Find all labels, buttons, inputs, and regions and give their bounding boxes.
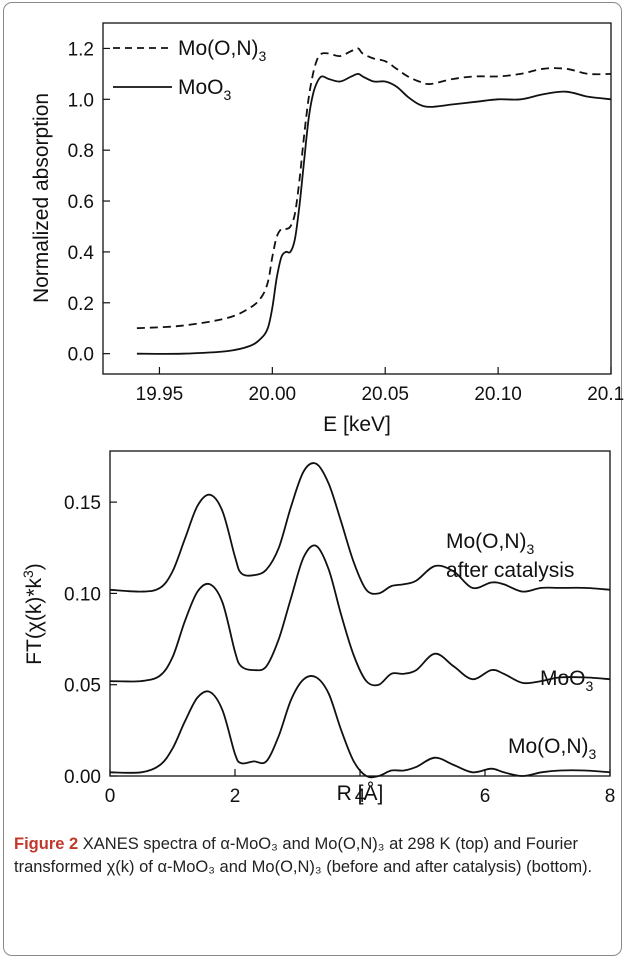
ft-y-tick-label: 0.15 — [64, 493, 101, 514]
xanes-y-axis-label: Normalized absorption — [30, 93, 53, 303]
legend-label-moo3: MoO3 — [178, 76, 232, 103]
figure-caption: Figure 2 XANES spectra of α-MoO₃ and Mo(… — [14, 833, 612, 879]
xanes-y-tick-label: 0.4 — [68, 243, 95, 264]
ft-y-tick-label: 0.00 — [64, 767, 101, 788]
ft-y-axis-label: FT(χ(k)*k3) — [20, 563, 46, 665]
annotation-moo3: MoO3 — [540, 667, 594, 694]
ft-x-tick-label: 2 — [230, 786, 241, 807]
ft-x-tick-label: 0 — [105, 786, 116, 807]
ft-y-tick-label: 0.05 — [64, 676, 101, 697]
ft-x-axis-label: R [Å] — [337, 782, 384, 805]
caption-text: XANES spectra of α-MoO₃ and Mo(O,N)₃ at … — [14, 835, 593, 876]
xanes-plot-frame — [102, 22, 612, 375]
ft-series-line-1 — [109, 544, 611, 687]
ft-x-tick-label: 4 — [355, 786, 366, 807]
annotation-after-catalysis: after catalysis — [446, 559, 574, 582]
xanes-x-axis-label: E [keV] — [323, 413, 391, 436]
xanes-x-tick-label: 19.95 — [136, 384, 184, 405]
annotation-mo-o-n-3: Mo(O,N)3 — [508, 735, 597, 762]
ft-x-tick-label: 6 — [480, 786, 491, 807]
annotation-mo-o-n-3-after-catalysis: Mo(O,N)3 — [446, 530, 535, 557]
ft-series-line-0 — [109, 462, 611, 595]
xanes-series-line-0 — [136, 47, 612, 330]
xanes-series-line-1 — [136, 73, 612, 355]
xanes-y-tick-label: 0.0 — [68, 345, 94, 366]
ft-y-tick-label: 0.10 — [64, 584, 101, 605]
legend-label-mo-o-n-3: Mo(O,N)3 — [178, 37, 267, 64]
xanes-x-ticks: 19.95 20.00 20.05 20.10 20.15 — [136, 367, 625, 405]
xanes-y-tick-label: 0.2 — [68, 294, 94, 315]
xanes-x-tick-label: 20.00 — [249, 384, 297, 405]
xanes-x-tick-label: 20.10 — [474, 384, 522, 405]
ft-plot-frame — [109, 450, 611, 777]
xanes-y-tick-label: 1.2 — [68, 39, 94, 60]
figure-frame — [3, 2, 622, 956]
ft-series-line-2 — [109, 675, 611, 779]
xanes-y-tick-label: 0.6 — [68, 192, 94, 213]
ft-chart: 0 2 4 6 8 0.00 0.05 0.10 0.15 R [Å] FT(χ(k)*k3)… — [20, 450, 616, 807]
ft-y-ticks: 0.00 0.05 0.10 0.15 — [64, 493, 117, 788]
ft-lines — [109, 462, 611, 779]
xanes-y-tick-label: 1.0 — [68, 90, 94, 111]
xanes-x-tick-label: 20.15 — [587, 384, 625, 405]
xanes-lines — [136, 47, 612, 355]
ft-x-tick-label: 8 — [605, 786, 616, 807]
xanes-y-tick-label: 0.8 — [68, 141, 94, 162]
xanes-x-tick-label: 20.05 — [361, 384, 409, 405]
xanes-y-ticks: 0.0 0.2 0.4 0.6 0.8 1.0 1.2 — [68, 39, 110, 366]
caption-figure-number: Figure 2 — [14, 835, 79, 853]
